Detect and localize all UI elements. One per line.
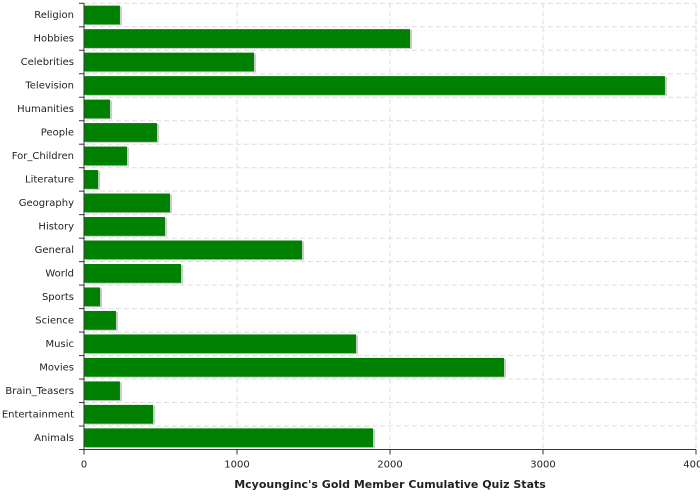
bar (84, 123, 157, 142)
bar (84, 146, 127, 166)
bar (84, 52, 254, 72)
y-tick-label: Geography (19, 198, 74, 209)
bar (84, 217, 165, 236)
y-tick-label: Religion (34, 10, 74, 21)
y-tick-label: Movies (39, 362, 74, 373)
y-tick-label: Celebrities (21, 57, 74, 68)
bar (84, 404, 154, 424)
bar (84, 76, 665, 95)
y-tick-label: History (38, 221, 74, 232)
bar (84, 99, 111, 119)
bar (84, 287, 101, 307)
bar (84, 310, 116, 330)
y-tick-label: Hobbies (34, 34, 74, 45)
bar (84, 263, 182, 283)
y-tick-label: Music (46, 339, 74, 350)
y-tick-label: Literature (25, 174, 74, 185)
y-tick-label: Brain_Teasers (5, 386, 74, 397)
y-tick-label: Entertainment (2, 409, 74, 420)
y-tick-label: Sports (42, 292, 74, 303)
y-tick-label: People (41, 127, 74, 138)
x-tick-label: 1000 (224, 460, 249, 471)
bar (84, 357, 504, 377)
bar (84, 193, 170, 213)
y-tick-label: Television (24, 80, 74, 91)
y-tick-label: Animals (34, 433, 74, 444)
bar (84, 5, 120, 25)
bar (84, 170, 99, 189)
bar (84, 428, 374, 448)
x-tick-label: 3000 (530, 460, 555, 471)
chart-title: Mcyounginc's Gold Member Cumulative Quiz… (234, 478, 546, 491)
y-tick-label: General (35, 245, 74, 256)
x-tick-label: 4000 (683, 460, 700, 471)
x-tick-label: 0 (81, 460, 87, 471)
bar (84, 240, 303, 260)
bar (84, 334, 357, 354)
x-tick-label: 2000 (377, 460, 402, 471)
y-tick-label: World (45, 268, 74, 279)
y-tick-label: For_Children (12, 151, 74, 162)
bar (84, 29, 411, 48)
y-tick-label: Science (35, 315, 74, 326)
bar (84, 381, 120, 401)
y-tick-label: Humanities (17, 104, 74, 115)
